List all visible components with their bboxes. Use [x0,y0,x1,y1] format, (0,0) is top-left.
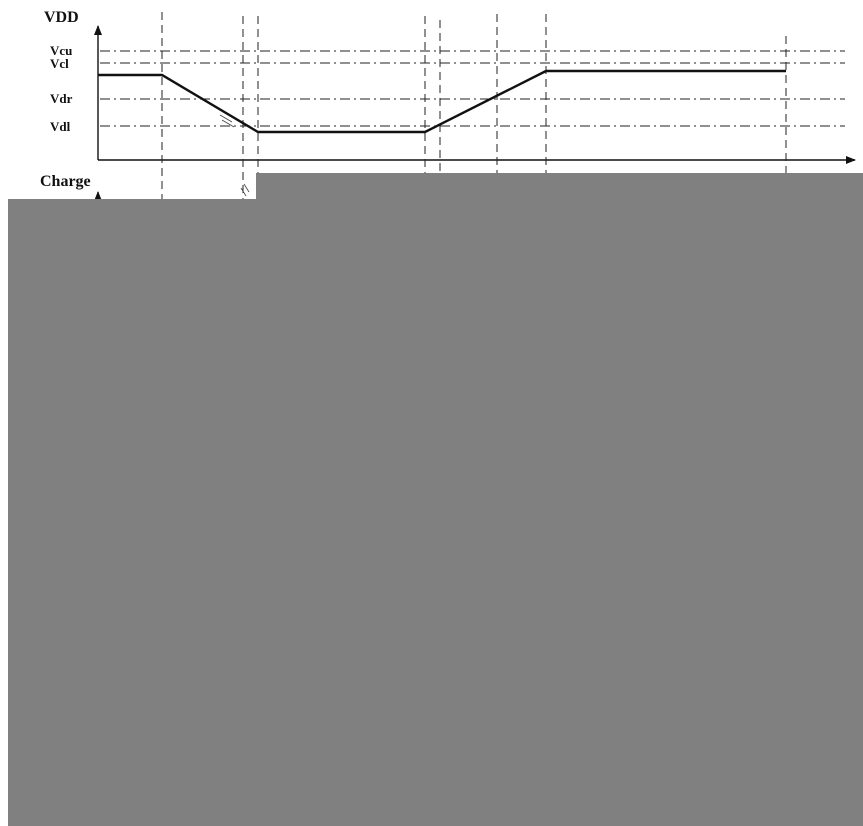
level-label-vdl: Vdl [50,119,71,134]
redaction-block [8,199,863,826]
vdd-axis-label: VDD [44,9,79,26]
level-label-vcu: Vcu [50,43,72,58]
charge-axis-label: Charge [40,173,91,190]
vdd-waveform [98,69,786,134]
hatch-mark [240,187,247,197]
hatch-mark [219,114,233,123]
level-label-vdr: Vdr [50,91,73,106]
hatch-mark [221,119,235,128]
level-label-vcl: Vcl [50,56,69,71]
hatch-mark [243,183,250,193]
